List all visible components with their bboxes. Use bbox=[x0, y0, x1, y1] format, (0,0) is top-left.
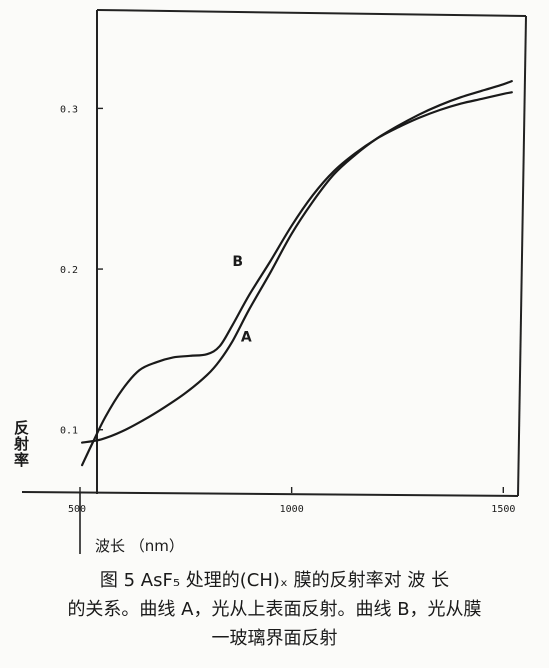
y-tick-label: 0.1 bbox=[60, 426, 78, 437]
y-tick-label: 0.2 bbox=[60, 265, 78, 276]
ticks: 0.1 0.2 0.3 500 1000 1500 bbox=[60, 104, 515, 515]
series-group bbox=[81, 80, 513, 467]
y-tick-label: 0.3 bbox=[60, 104, 78, 115]
top-frame-line bbox=[96, 9, 527, 17]
caption-line-1: 图 5 AsF₅ 处理的(CH)ₓ 膜的反射率对 波 长 bbox=[99, 570, 450, 591]
figure-caption: 图 5 AsF₅ 处理的(CH)ₓ 膜的反射率对 波 长 的关系。曲线 A，光从… bbox=[0, 566, 549, 653]
x-axis-line bbox=[21, 491, 519, 497]
x-tick-label: 1000 bbox=[280, 504, 304, 515]
y-axis-title: 反射率 bbox=[12, 420, 30, 468]
x-axis-title: 波长 （nm） bbox=[95, 537, 184, 555]
caption-line-3: 一玻璃界面反射 bbox=[211, 628, 338, 649]
caption-line-2: 的关系。曲线 A，光从上表面反射。曲线 B，光从膜 bbox=[67, 599, 482, 620]
x-tick-label: 1500 bbox=[491, 504, 515, 515]
right-frame-line bbox=[517, 15, 527, 497]
series-line-a bbox=[81, 80, 513, 444]
series-line-b bbox=[81, 91, 513, 467]
x-tick-label: 500 bbox=[68, 504, 86, 515]
annotations: AB bbox=[232, 254, 251, 346]
curve-label-a: A bbox=[241, 329, 252, 345]
curve-label-b: B bbox=[232, 254, 243, 270]
axes bbox=[21, 9, 527, 554]
